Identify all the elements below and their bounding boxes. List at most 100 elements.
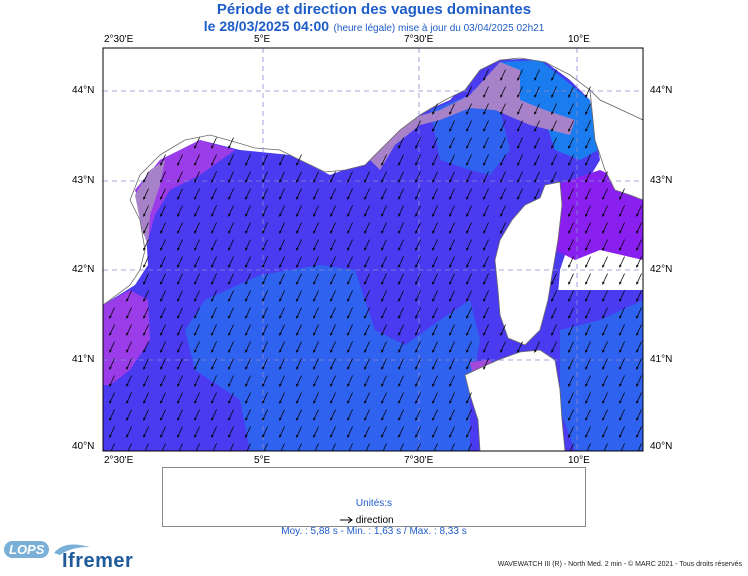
lat-tick-left-3: 42°N [72,264,95,275]
direction-arrow [347,409,353,421]
direction-arrow [279,324,285,336]
direction-arrow [381,171,387,183]
direction-arrow [109,358,115,370]
direction-arrow [466,290,472,302]
direction-arrow [177,358,183,370]
direction-arrow [568,392,574,404]
direction-label: direction [355,515,394,526]
direction-arrow [602,409,608,421]
direction-arrow [568,239,574,251]
direction-arrow [619,307,625,319]
direction-arrow [466,205,472,217]
direction-arrow [177,307,183,319]
direction-arrow [381,426,387,438]
direction-arrow [415,154,421,166]
direction-arrow [415,137,421,149]
direction-arrow [177,188,183,200]
direction-arrow [212,443,217,451]
direction-arrow [551,86,557,98]
direction-arrow [279,392,285,404]
direction-arrow [585,154,591,166]
direction-arrow [262,358,268,370]
direction-arrow [364,171,370,183]
lat-tick-right-3: 42°N [650,264,673,275]
direction-arrow [449,324,455,336]
direction-arrow [398,426,404,438]
direction-arrow [636,222,642,234]
direction-arrow [347,324,353,336]
direction-arrow [602,239,608,251]
direction-arrow [433,443,438,451]
direction-arrow [398,290,404,302]
direction-arrow [466,86,472,98]
direction-arrow [364,290,370,302]
direction-arrow [398,392,404,404]
direction-arrow [296,290,302,302]
direction-arrow [483,120,489,132]
direction-arrow [483,256,489,268]
direction-arrow [415,324,421,336]
direction-arrow [432,273,438,285]
direction-arrow [262,239,268,251]
direction-arrow [585,358,591,370]
direction-arrow [211,290,217,302]
direction-arrow [194,154,200,166]
direction-arrow [586,443,591,451]
direction-arrow [126,307,132,319]
direction-arrow [381,205,387,217]
lat-tick-left-5: 40°N [72,441,95,452]
direction-arrow [211,341,217,353]
direction-arrow [228,375,234,387]
direction-arrow [449,426,455,438]
direction-arrow [500,137,506,149]
direction-arrow [432,205,438,217]
direction-arrow [551,154,557,166]
direction-arrow [228,341,234,353]
direction-arrow [211,273,217,285]
direction-arrow [500,103,506,115]
direction-arrow [126,375,132,387]
direction-arrow [279,171,285,183]
direction-arrow [483,154,489,166]
direction-arrow [194,409,200,421]
direction-arrow [585,222,591,234]
direction-arrow [296,273,302,285]
direction-arrow [143,426,149,438]
direction-arrow [194,188,200,200]
direction-arrow [568,205,574,217]
direction-arrow [143,375,149,387]
direction-arrow [449,239,455,251]
direction-arrow [296,307,302,319]
direction-arrow [194,137,200,149]
direction-arrow [229,443,234,451]
direction-arrow [177,375,183,387]
direction-arrow [432,188,438,200]
direction-arrow [551,290,557,302]
direction-arrow [313,239,319,251]
direction-arrow [160,205,166,217]
direction-arrow [262,392,268,404]
direction-arrow [177,426,183,438]
direction-arrow [534,341,540,353]
direction-arrow [449,137,455,149]
direction-arrow [279,205,285,217]
direction-arrow [585,103,591,115]
direction-arrow [636,392,642,404]
direction-arrow [585,375,591,387]
direction-arrow [109,307,115,319]
direction-arrow [619,409,625,421]
direction-arrow [245,222,251,234]
period-zone-3s-balearic [103,290,150,385]
direction-arrow [177,205,183,217]
direction-arrow [415,341,421,353]
direction-arrow [483,188,489,200]
direction-arrow [585,409,591,421]
direction-arrow [296,154,302,166]
direction-arrow [330,273,336,285]
direction-arrow [194,290,200,302]
direction-arrow [279,256,285,268]
direction-arrow [585,120,591,132]
direction-arrow [449,222,455,234]
direction-arrow [416,443,421,451]
direction-arrow [245,188,251,200]
